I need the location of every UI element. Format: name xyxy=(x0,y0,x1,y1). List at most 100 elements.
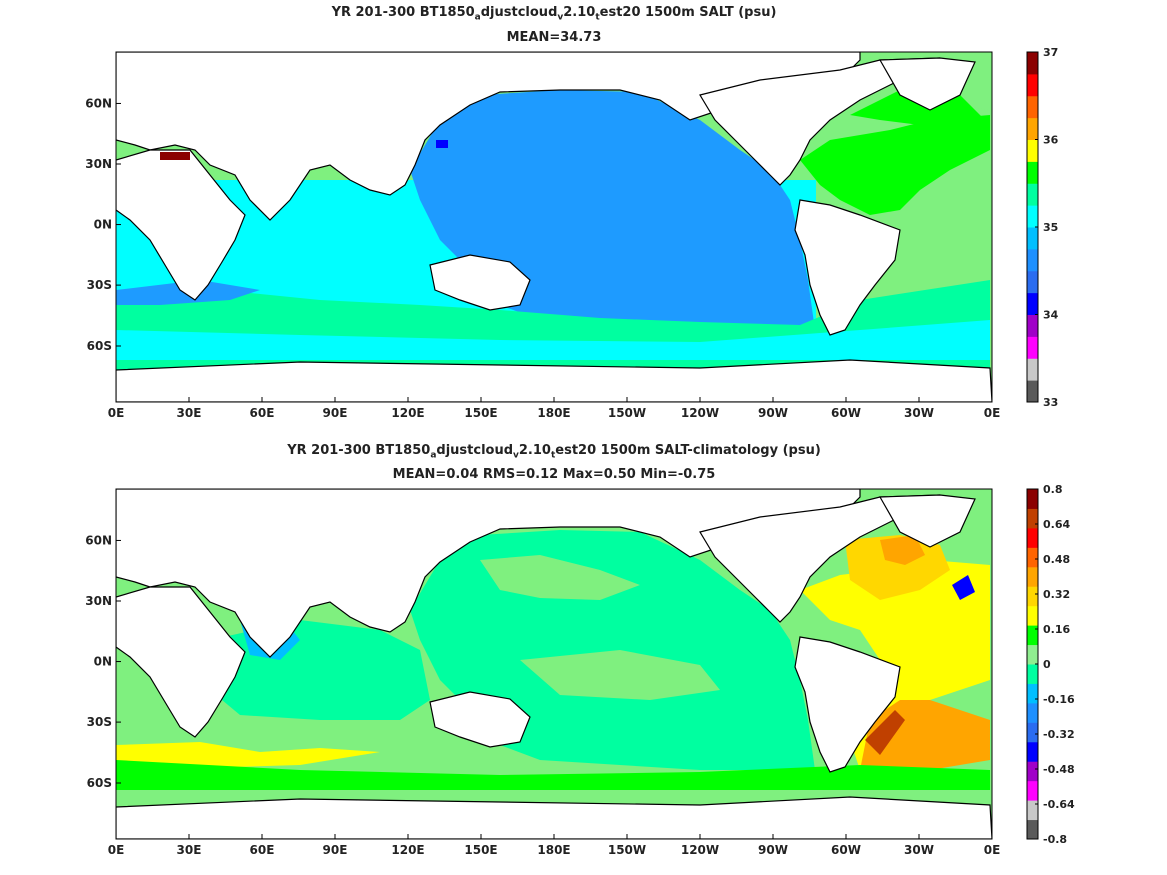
colorbar-segment xyxy=(1027,95,1038,119)
colorbar-segment xyxy=(1027,780,1038,801)
p2-southern-yellow-band xyxy=(116,742,380,768)
colorbar-segment xyxy=(1027,644,1038,665)
lon-tick-label: 90W xyxy=(758,843,788,857)
lon-tick-label: 120E xyxy=(391,406,424,420)
lon-tick-label: 0E xyxy=(984,843,1001,857)
lon-tick-label: 30E xyxy=(177,406,202,420)
colorbar-segment xyxy=(1027,270,1038,294)
p2-nordic-orange xyxy=(880,535,925,565)
p2-greenland xyxy=(878,494,976,548)
colorbar-label: -0.64 xyxy=(1043,798,1075,811)
lon-tick-label: 90W xyxy=(758,406,788,420)
lon-tick-label: 180E xyxy=(537,406,570,420)
colorbar-segment xyxy=(1027,248,1038,272)
p2-southern-green-band xyxy=(116,760,990,790)
colorbar-segment xyxy=(1027,702,1038,723)
p2-antarctica xyxy=(116,796,992,839)
colorbar-segment xyxy=(1027,819,1038,840)
colorbar-segment xyxy=(1027,683,1038,704)
lon-tick-label: 120W xyxy=(681,406,719,420)
lon-tick-label: 150W xyxy=(608,406,646,420)
colorbar-segment xyxy=(1027,205,1038,228)
colorbar-label: -0.32 xyxy=(1043,728,1075,741)
lon-tick-label: 120W xyxy=(681,843,719,857)
colorbar-segment xyxy=(1027,664,1038,684)
colorbar-segment xyxy=(1027,336,1038,359)
colorbar-segment xyxy=(1027,314,1038,337)
colorbar-segment xyxy=(1027,800,1038,821)
south-america xyxy=(794,199,901,336)
colorbar-label: 0.48 xyxy=(1043,553,1070,566)
colorbar-segment xyxy=(1027,508,1038,529)
lat-tick-label: 60N xyxy=(85,533,112,547)
colorbar-label: 34 xyxy=(1043,309,1059,322)
antarctica xyxy=(116,359,992,402)
mediterranean-high xyxy=(160,152,190,160)
p2-africa xyxy=(116,586,246,738)
colorbar-label: 0.16 xyxy=(1043,623,1070,636)
lon-tick-label: 120E xyxy=(391,843,424,857)
colorbar-label: 0.64 xyxy=(1043,518,1070,531)
lat-tick-label: 30S xyxy=(87,278,112,292)
colorbar-segment xyxy=(1027,227,1038,250)
lon-tick-label: 30E xyxy=(177,843,202,857)
lon-tick-label: 150W xyxy=(608,843,646,857)
colorbar-label: -0.16 xyxy=(1043,693,1075,706)
atlantic-green-band xyxy=(800,115,990,215)
lon-tick-label: 0E xyxy=(108,843,125,857)
p2-north-america xyxy=(699,494,941,623)
panel2-colorbar: 0.8 0.64 0.48 0.32 0.16 0 -0.16 -0.32 -0.48 -0.64… xyxy=(1026,483,1075,846)
north-america xyxy=(699,57,941,186)
p2-south-america xyxy=(794,636,901,773)
panel1-title: YR 201-300 BT1850adjustcloudv2.10test20 … xyxy=(331,5,777,23)
colorbar-segment xyxy=(1027,183,1038,206)
colorbar-segment xyxy=(1027,489,1038,509)
lat-tick-label: 30N xyxy=(85,157,112,171)
land xyxy=(116,52,992,402)
lat-tick-label: 0N xyxy=(94,655,112,669)
colorbar-segment xyxy=(1027,380,1038,403)
colorbar-segment xyxy=(1027,605,1038,626)
lon-tick-label: 150E xyxy=(464,406,497,420)
colorbar-segment xyxy=(1027,722,1038,743)
lon-tick-label: 0E xyxy=(108,406,125,420)
lon-tick-label: 30W xyxy=(904,843,934,857)
southern-ocean-band-b xyxy=(116,320,990,360)
colorbar-segment xyxy=(1027,741,1038,762)
colorbar-label: 0.8 xyxy=(1043,483,1063,496)
colorbar-segment xyxy=(1027,117,1038,140)
lat-tick-label: 60S xyxy=(87,339,112,353)
lat-tick-label: 30S xyxy=(87,715,112,729)
colorbar-label: 37 xyxy=(1043,46,1058,59)
colorbar-segment xyxy=(1027,73,1038,97)
greenland xyxy=(878,57,976,111)
p2-sa-dark-orange xyxy=(865,710,905,755)
panel1-colorbar: 37 36 35 34 33 xyxy=(1026,46,1059,409)
lon-tick-label: 60E xyxy=(250,843,275,857)
colorbar-segment xyxy=(1027,625,1038,646)
colorbar-segment xyxy=(1027,292,1038,315)
lat-tick-label: 60N xyxy=(85,96,112,110)
colorbar-segment xyxy=(1027,52,1038,75)
panel1-map xyxy=(116,52,992,402)
p2-land xyxy=(116,489,992,839)
colorbar-segment xyxy=(1027,358,1038,381)
colorbar-label: -0.48 xyxy=(1043,763,1075,776)
colorbar-label: 36 xyxy=(1043,134,1059,147)
axes-layer: 0E 30E 60E 90E 120E 150E 180E 150W 120W 90W 60W 30W… xyxy=(85,96,1000,857)
lat-tick-label: 60S xyxy=(87,776,112,790)
lon-tick-label: 60E xyxy=(250,406,275,420)
colorbar-segment xyxy=(1027,161,1038,184)
lon-tick-label: 180E xyxy=(537,843,570,857)
lat-tick-label: 0N xyxy=(94,218,112,232)
australia xyxy=(429,254,531,311)
colorbar-segment xyxy=(1027,139,1038,162)
lon-tick-label: 60W xyxy=(831,406,861,420)
lon-tick-label: 60W xyxy=(831,843,861,857)
p2-north-atlantic-orange xyxy=(845,535,950,600)
lon-tick-label: 90E xyxy=(323,406,348,420)
colorbar-label: -0.8 xyxy=(1043,833,1067,846)
p2-pacific-green-patches xyxy=(480,555,720,700)
colorbar-segment xyxy=(1027,547,1038,568)
lon-tick-label: 150E xyxy=(464,843,497,857)
